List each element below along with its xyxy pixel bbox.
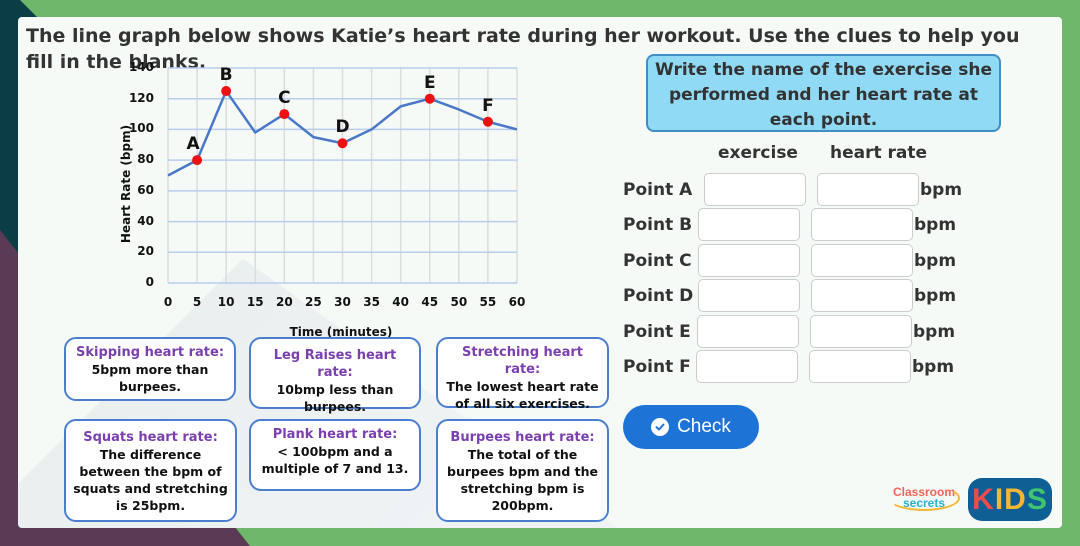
heart-rate-input-point-b[interactable] [811, 208, 913, 241]
bpm-unit-label: bpm [912, 357, 955, 377]
clue-text: The difference between the bpm of squats… [73, 447, 228, 513]
activity-card: The line graph below shows Katie’s heart… [18, 17, 1062, 528]
clue-leg-raises: Leg Raises heart rate: 10bmp less than b… [249, 337, 421, 414]
clue-heading: Skipping heart rate: [75, 345, 225, 360]
point-label-a: A [186, 134, 200, 155]
bpm-unit-label: bpm [914, 215, 957, 235]
data-point-b [221, 86, 232, 97]
point-label-b: B [219, 65, 233, 86]
kids-letter: S [1026, 482, 1048, 516]
check-circle-icon [651, 418, 670, 436]
data-point-c [279, 109, 290, 120]
row-label-point-a: Point A [623, 180, 693, 200]
exercise-input-point-e[interactable] [697, 315, 799, 348]
data-point-e [424, 93, 435, 104]
bpm-unit-label: bpm [914, 286, 957, 306]
heart-rate-input-point-c[interactable] [811, 244, 913, 277]
y-tick-label: 40 [137, 213, 154, 228]
clue-text: The total of the burpees bpm and the str… [447, 447, 598, 513]
point-label-f: F [482, 95, 494, 116]
exercise-input-point-a[interactable] [704, 173, 806, 206]
exercise-input-point-b[interactable] [698, 208, 800, 241]
x-tick-label: 20 [275, 295, 293, 309]
x-tick-label: 45 [421, 295, 439, 309]
y-tick-label: 120 [128, 90, 154, 105]
x-tick-label: 10 [217, 295, 235, 309]
clue-plank: Plank heart rate: < 100bpm and a multipl… [249, 419, 421, 491]
clue-burpees: Burpees heart rate: The total of the bur… [436, 419, 609, 522]
bpm-unit-label: bpm [913, 322, 956, 342]
row-label-point-b: Point B [623, 215, 693, 235]
clue-heading: Stretching heart rate: [462, 345, 583, 377]
clue-heading: Burpees heart rate: [450, 430, 595, 445]
chart-plot [167, 67, 518, 284]
point-label-c: C [278, 88, 291, 109]
kids-letter: K [972, 482, 995, 516]
x-tick-label: 5 [192, 295, 202, 309]
heart-rate-chart: Heart Rate (bpm) 0 20 40 60 80 100 120 140 0 5 10… [106, 57, 546, 342]
clue-heading: Plank heart rate: [272, 427, 398, 442]
kids-letter: I [994, 482, 1005, 516]
x-tick-label: 25 [305, 295, 322, 309]
row-label-point-f: Point F [623, 357, 691, 377]
x-tick-label: 60 [508, 295, 526, 309]
x-tick-label: 30 [334, 295, 351, 309]
heart-rate-input-point-a[interactable] [817, 173, 919, 206]
exercise-input-point-f[interactable] [696, 350, 798, 383]
data-point-d [337, 138, 348, 149]
data-point-f [482, 116, 493, 127]
x-tick-label: 55 [479, 295, 497, 309]
x-tick-label: 40 [392, 295, 409, 309]
kids-logo: K I D S [968, 478, 1052, 521]
row-label-point-d: Point D [623, 286, 694, 306]
instruction-box: Write the name of the exercise she perfo… [646, 54, 1001, 132]
x-tick-label: 15 [246, 295, 264, 309]
clue-text: 10bmp less than burpees. [276, 382, 394, 414]
bpm-unit-label: bpm [914, 251, 957, 271]
column-header-heart-rate: heart rate [830, 143, 928, 163]
data-point-a [192, 155, 203, 166]
exercise-input-point-c[interactable] [698, 244, 800, 277]
check-button-label: Check [677, 416, 731, 437]
row-label-point-e: Point E [623, 322, 691, 342]
y-tick-label: 80 [137, 152, 154, 167]
clue-text: The lowest heart rate of all six exercis… [446, 379, 599, 411]
row-label-point-c: Point C [623, 251, 692, 271]
logo-ring [888, 485, 960, 511]
x-tick-label: 50 [450, 295, 468, 309]
clue-text: < 100bpm and a multiple of 7 and 13. [261, 444, 409, 476]
heart-rate-input-point-f[interactable] [809, 350, 911, 383]
bpm-unit-label: bpm [920, 180, 963, 200]
x-tick-label: 35 [363, 295, 380, 309]
clue-squats: Squats heart rate: The difference betwee… [64, 419, 237, 522]
clue-stretching: Stretching heart rate: The lowest heart … [436, 337, 609, 411]
point-label-e: E [423, 72, 436, 93]
x-axis-title: Time (minutes) [289, 325, 393, 339]
point-label-d: D [335, 117, 350, 138]
y-tick-label: 140 [128, 60, 154, 74]
classroom-secrets-logo: Classroom secrets [886, 483, 962, 513]
question-title: The line graph below shows Katie’s heart… [26, 25, 1020, 73]
y-tick-label: 100 [128, 121, 154, 136]
heart-rate-input-point-e[interactable] [810, 315, 912, 348]
column-header-exercise: exercise [718, 143, 798, 163]
check-button[interactable]: Check [623, 405, 759, 449]
y-tick-label: 0 [145, 275, 154, 289]
heart-rate-input-point-d[interactable] [811, 279, 913, 312]
clue-heading: Squats heart rate: [83, 430, 218, 445]
y-tick-label: 20 [137, 244, 154, 259]
clue-heading: Leg Raises heart rate: [273, 348, 397, 380]
clue-skipping: Skipping heart rate: 5bpm more than burp… [64, 337, 236, 401]
x-tick-label: 0 [163, 295, 173, 309]
clue-text: 5bpm more than burpees. [91, 362, 209, 394]
exercise-input-point-d[interactable] [698, 279, 800, 312]
kids-letter: D [1004, 482, 1027, 516]
y-tick-label: 60 [137, 182, 154, 197]
